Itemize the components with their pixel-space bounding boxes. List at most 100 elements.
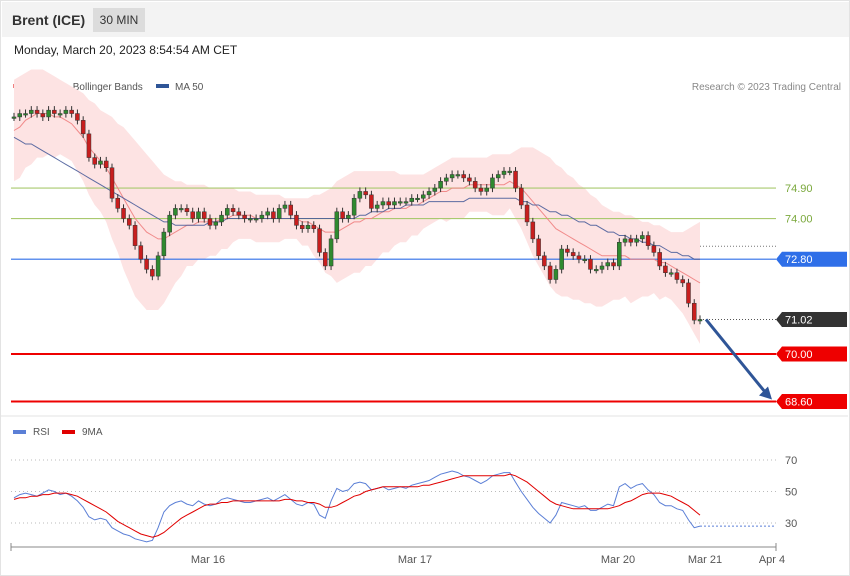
candle bbox=[184, 204, 190, 216]
candle-body bbox=[617, 242, 622, 267]
candle bbox=[553, 265, 559, 284]
candle bbox=[190, 207, 195, 223]
candle-body bbox=[144, 258, 149, 270]
candle bbox=[109, 163, 115, 203]
candle bbox=[259, 211, 265, 223]
x-tick-label: Mar 21 bbox=[688, 554, 722, 566]
candle-body bbox=[103, 160, 109, 168]
candle bbox=[363, 187, 368, 199]
candle-body bbox=[392, 201, 397, 206]
projection-arrow-head bbox=[759, 386, 772, 400]
candle-body bbox=[150, 269, 155, 277]
candle-body bbox=[553, 269, 559, 280]
projection-arrow bbox=[704, 318, 769, 396]
candle bbox=[530, 217, 536, 243]
candle-body bbox=[161, 231, 167, 257]
candle bbox=[628, 234, 634, 247]
candle bbox=[213, 217, 219, 230]
candle-body bbox=[259, 214, 265, 219]
candle bbox=[622, 234, 628, 247]
candle bbox=[317, 224, 322, 257]
candle-body bbox=[467, 177, 472, 182]
candle bbox=[115, 194, 121, 213]
candle bbox=[617, 238, 622, 271]
candle bbox=[444, 173, 449, 186]
candle-body bbox=[346, 214, 351, 219]
candle-body bbox=[86, 133, 92, 158]
candle-body bbox=[357, 191, 363, 199]
candle-body bbox=[576, 255, 582, 260]
candle bbox=[380, 197, 386, 210]
candle-body bbox=[80, 120, 86, 135]
candle bbox=[599, 261, 605, 274]
candle bbox=[392, 197, 397, 210]
candle-body bbox=[253, 218, 259, 221]
candle bbox=[461, 170, 466, 182]
candle-body bbox=[225, 208, 230, 216]
rsi-series-9ma bbox=[13, 473, 701, 538]
candle-body bbox=[565, 248, 570, 253]
candle bbox=[472, 177, 478, 193]
x-tick-labels: Mar 16 Mar 17 Mar 20 Mar 21 Apr 4 bbox=[191, 554, 785, 566]
candle-body bbox=[265, 211, 270, 216]
candle-body bbox=[449, 174, 455, 179]
candle-body bbox=[513, 170, 518, 189]
candle bbox=[288, 200, 293, 220]
level-label-72.80: 72.80 bbox=[785, 254, 813, 266]
candle-body bbox=[536, 238, 541, 257]
level-label-70.00: 70.00 bbox=[785, 349, 813, 361]
candle bbox=[196, 207, 201, 223]
level-label-74.90: 74.90 bbox=[785, 183, 813, 195]
candle bbox=[57, 109, 63, 118]
candle bbox=[438, 177, 443, 193]
candle-body bbox=[530, 221, 536, 240]
candle bbox=[132, 221, 138, 250]
candle bbox=[547, 261, 553, 284]
candle-body bbox=[605, 262, 611, 267]
candle bbox=[490, 173, 495, 193]
candle-body bbox=[17, 113, 23, 118]
chart-timestamp: Monday, March 20, 2023 8:54:54 AM CET bbox=[14, 43, 238, 57]
candle-body bbox=[173, 208, 178, 216]
candle bbox=[276, 204, 282, 223]
x-tick-label: Mar 17 bbox=[398, 554, 432, 566]
candle-body bbox=[680, 279, 685, 284]
candle-body bbox=[34, 109, 40, 114]
candle-body bbox=[52, 109, 57, 114]
candle bbox=[167, 211, 172, 237]
candle bbox=[501, 167, 507, 179]
copyright-text: Research © 2023 Trading Central bbox=[692, 82, 841, 93]
candle-body bbox=[421, 194, 426, 199]
candle bbox=[40, 109, 46, 121]
timeframe-badge[interactable]: 30 MIN bbox=[93, 8, 145, 32]
candle-body bbox=[611, 262, 616, 267]
candle-body bbox=[455, 174, 461, 177]
candle bbox=[253, 214, 259, 223]
candle bbox=[449, 170, 455, 182]
candle bbox=[230, 204, 236, 216]
candle-body bbox=[282, 204, 288, 209]
candle bbox=[207, 214, 213, 230]
candle bbox=[46, 106, 51, 121]
candle-body bbox=[588, 258, 593, 270]
candle bbox=[397, 197, 403, 206]
candle-body bbox=[691, 302, 697, 321]
candle bbox=[305, 221, 311, 233]
candle-body bbox=[213, 221, 219, 226]
candle bbox=[645, 231, 651, 250]
level-tag-68.60 bbox=[776, 393, 847, 409]
candle bbox=[593, 265, 599, 274]
candle-body bbox=[63, 109, 69, 114]
candle bbox=[144, 255, 149, 274]
candle-body bbox=[409, 197, 415, 202]
candle-body bbox=[432, 187, 438, 192]
candle bbox=[23, 109, 28, 118]
candle bbox=[121, 204, 126, 223]
candle-body bbox=[542, 255, 547, 267]
candle-body bbox=[132, 225, 138, 246]
level-label-68.60: 68.60 bbox=[785, 396, 813, 408]
candle bbox=[127, 214, 132, 230]
candle bbox=[98, 156, 103, 169]
candle-body bbox=[311, 225, 317, 229]
candle-body bbox=[547, 265, 553, 280]
